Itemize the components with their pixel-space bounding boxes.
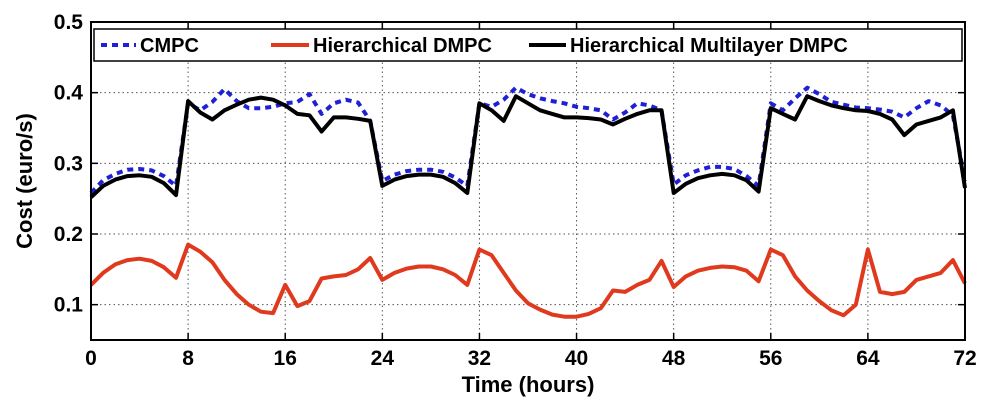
x-tick-label: 16 (274, 347, 297, 370)
ticks: 0 8 16 24 32 40 48 56 64 72 0.1 0.2 0.3 0.4 0.5 (54, 11, 977, 370)
x-tick-label: 8 (182, 347, 194, 370)
x-tick-label: 0 (85, 347, 97, 370)
legend-label-cmpc: CMPC (140, 35, 199, 57)
x-tick-label: 24 (371, 347, 395, 370)
series-line-hierarchical-dmpc (89, 242, 967, 319)
x-tick-label: 64 (856, 347, 880, 370)
x-axis-label: Time (hours) (462, 372, 595, 397)
legend-label-hierarchical-dmpc: Hierarchical DMPC (313, 35, 492, 57)
series-line-cmpc (89, 85, 967, 195)
y-tick-label: 0.3 (54, 152, 83, 175)
y-tick-label: 0.5 (54, 11, 84, 34)
x-tick-label: 72 (953, 347, 976, 370)
series-group (89, 85, 967, 319)
plot-frame (90, 21, 966, 341)
x-tick-label: 32 (468, 347, 491, 370)
x-tick-label: 48 (662, 347, 686, 370)
legend: CMPC Hierarchical DMPC Hierarchical Multil… (93, 28, 963, 62)
y-axis-label: Cost (euro/s) (12, 113, 37, 249)
series-line-hierarchical-multilayer-dmpc (89, 94, 967, 199)
y-tick-label: 0.4 (54, 82, 84, 105)
x-tick-label: 56 (759, 347, 782, 370)
y-tick-label: 0.1 (54, 294, 84, 317)
legend-label-hierarchical-multilayer-dmpc: Hierarchical Multilayer DMPC (570, 35, 848, 57)
legend-box (93, 28, 963, 62)
y-tick-label: 0.2 (54, 223, 83, 246)
x-tick-label: 40 (565, 347, 588, 370)
